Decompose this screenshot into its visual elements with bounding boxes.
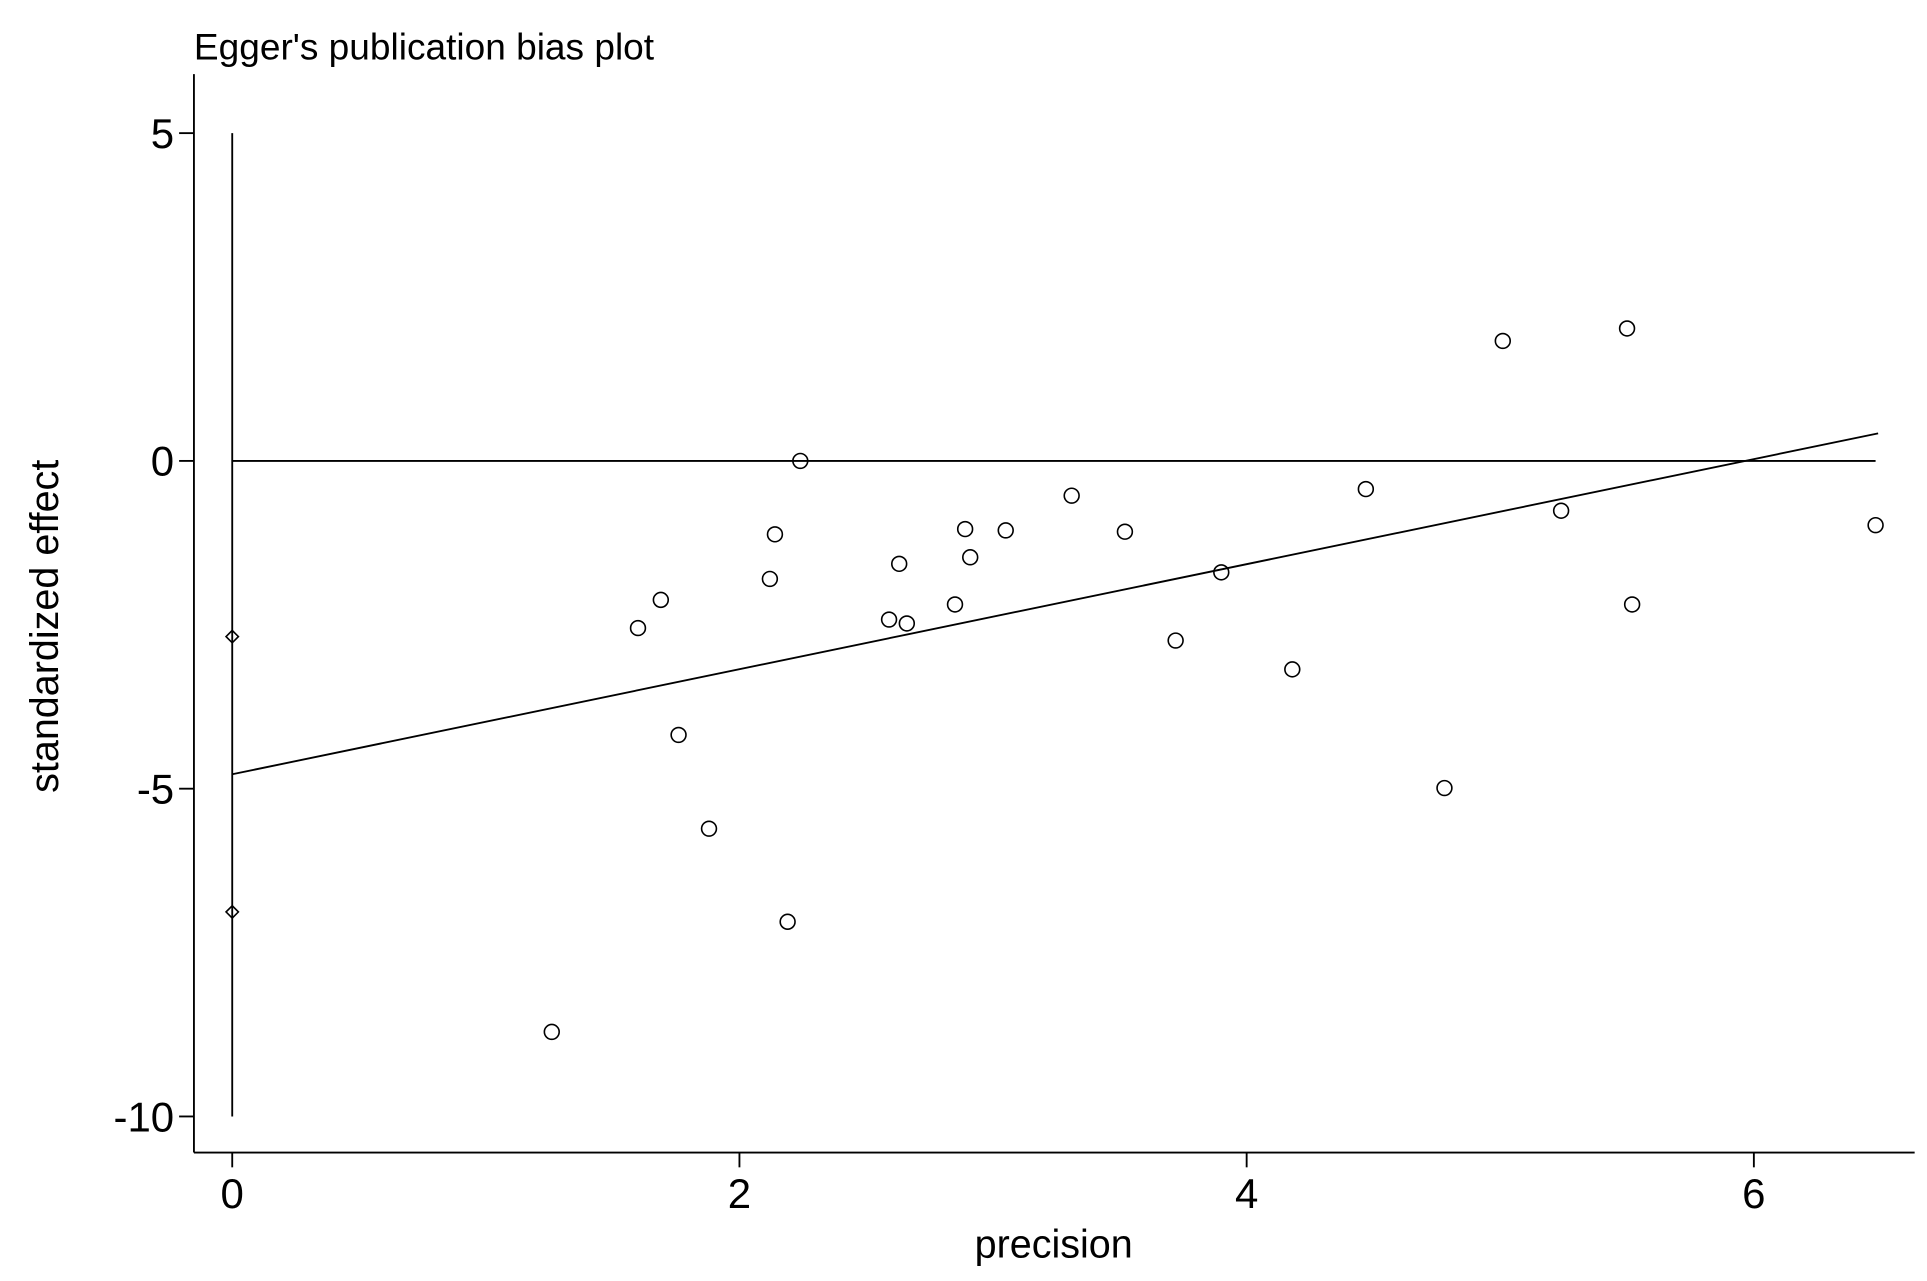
study-point: [779, 913, 796, 930]
study-point: [898, 615, 916, 632]
y-tick-label: -5: [137, 766, 174, 813]
study-point: [543, 1023, 560, 1041]
study-point: [766, 526, 784, 543]
study-point: [997, 522, 1014, 539]
study-point: [956, 520, 974, 538]
chart-title: Egger's publication bias plot: [194, 25, 655, 67]
study-point: [1063, 487, 1080, 504]
study-point: [629, 619, 647, 637]
study-point: [670, 726, 687, 744]
study-point: [1167, 632, 1184, 649]
study-point: [880, 611, 898, 628]
study-point: [1618, 320, 1636, 337]
y-tick-label: -10: [113, 1093, 174, 1140]
study-point: [890, 555, 908, 573]
y-tick-label: 5: [151, 110, 174, 157]
y-axis-title: standardized effect: [23, 460, 67, 793]
x-tick-label: 2: [728, 1170, 751, 1217]
x-tick-label: 4: [1235, 1170, 1258, 1217]
study-point: [1494, 332, 1512, 350]
line: [232, 432, 1879, 776]
study-point: [1357, 480, 1375, 498]
study-point: [1867, 516, 1884, 534]
study-point: [1552, 502, 1570, 519]
study-point: [761, 570, 779, 588]
x-tick-label: 6: [1742, 1170, 1765, 1217]
study-point: [1284, 661, 1301, 678]
y-tick-label: 0: [151, 438, 174, 485]
x-axis-title: precision: [975, 1223, 1133, 1267]
study-point: [1213, 564, 1230, 581]
study-point: [946, 596, 964, 613]
study-point: [1436, 779, 1453, 797]
study-point: [1623, 596, 1641, 613]
study-point: [1116, 523, 1134, 540]
study-point: [652, 591, 670, 609]
study-point: [700, 820, 718, 837]
x-tick-label: 0: [221, 1170, 244, 1217]
study-point: [962, 549, 979, 566]
